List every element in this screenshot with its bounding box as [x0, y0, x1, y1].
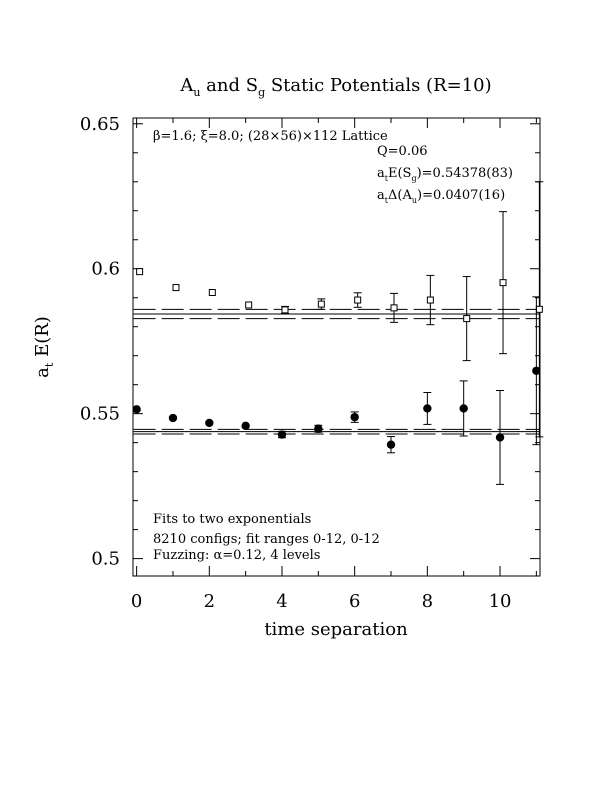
- x-axis-label: time separation: [264, 619, 408, 640]
- data-point-circle: [532, 366, 541, 375]
- data-point-square: [463, 315, 471, 323]
- data-point-square: [390, 304, 398, 312]
- energy-sub-g: g: [411, 174, 416, 183]
- plot-frame: [132, 117, 541, 577]
- title-a: A: [179, 75, 194, 96]
- q-label: Q=0.06: [377, 144, 428, 159]
- data-point-circle: [314, 424, 323, 433]
- gap-a: a: [377, 188, 385, 203]
- data-point-square: [499, 279, 507, 287]
- y-tick-label: 0.65: [80, 114, 120, 135]
- data-point-circle: [168, 413, 178, 423]
- data-point-square: [426, 296, 434, 304]
- energy-label: atE(Sg)=0.54378(83): [377, 166, 513, 183]
- x-tick-label: 10: [489, 591, 512, 612]
- y-tick-label: 0.6: [91, 259, 120, 280]
- data-point-square: [136, 268, 144, 276]
- gap-sub-t: t: [385, 196, 389, 205]
- y-label-sub-t: t: [43, 362, 56, 367]
- title-and-s: and S: [200, 75, 258, 96]
- data-point-square: [208, 289, 216, 297]
- data-points: [132, 181, 544, 485]
- energy-a: a: [377, 166, 385, 181]
- y-tick-label: 0.5: [91, 549, 120, 570]
- axis-tick-labels: 0 2 4 6 8 10 0.5 0.55 0.6 0.65: [80, 114, 512, 612]
- energy-sub-t: t: [385, 174, 389, 183]
- y-tick-label: 0.55: [80, 404, 120, 425]
- title-rest: Static Potentials (R=10): [265, 75, 492, 96]
- data-point-square: [245, 301, 253, 309]
- note-configs: 8210 configs; fit ranges 0-12, 0-12: [153, 532, 380, 547]
- lattice-label: β=1.6; ξ=8.0; (28×56)×112 Lattice: [153, 129, 388, 144]
- data-point-circle: [423, 404, 432, 413]
- title-sub-g: g: [258, 86, 265, 99]
- x-tick-label: 8: [422, 591, 433, 612]
- gap-label: atΔ(Au)=0.0407(16): [377, 188, 505, 205]
- data-point-circle: [132, 405, 141, 414]
- gap-sub-u: u: [412, 196, 417, 205]
- data-point-circle: [241, 421, 250, 431]
- data-point-circle: [277, 430, 287, 439]
- energy-value: )=0.54378(83): [417, 166, 513, 181]
- title-sub-u: u: [193, 86, 200, 99]
- data-point-square: [354, 296, 362, 304]
- x-tick-label: 0: [131, 591, 142, 612]
- data-point-square: [172, 284, 180, 292]
- axis-ticks: [133, 118, 540, 576]
- data-point-circle: [205, 418, 214, 428]
- y-axis-label: at E(R): [32, 316, 56, 378]
- chart-title: Au and Sg Static Potentials (R=10): [179, 75, 491, 99]
- y-label-rest: E(R): [32, 316, 53, 362]
- data-point-circle: [386, 440, 396, 449]
- x-tick-label: 2: [204, 591, 215, 612]
- note-fuzzing: Fuzzing: α=0.12, 4 levels: [153, 548, 320, 563]
- fit-bands: [133, 308, 540, 435]
- energy-mid: E(S: [388, 166, 411, 181]
- data-point-circle: [495, 433, 505, 442]
- data-point-circle: [350, 412, 359, 422]
- data-point-square: [535, 305, 543, 313]
- note-fits: Fits to two exponentials: [153, 512, 311, 527]
- data-point-square: [281, 306, 289, 314]
- gap-value: )=0.0407(16): [417, 188, 505, 203]
- data-point-circle: [459, 404, 468, 413]
- data-point-square: [317, 300, 325, 308]
- x-tick-label: 4: [276, 591, 287, 612]
- x-tick-label: 6: [349, 591, 360, 612]
- y-label-a: a: [32, 367, 53, 378]
- gap-mid: Δ(A: [388, 188, 412, 203]
